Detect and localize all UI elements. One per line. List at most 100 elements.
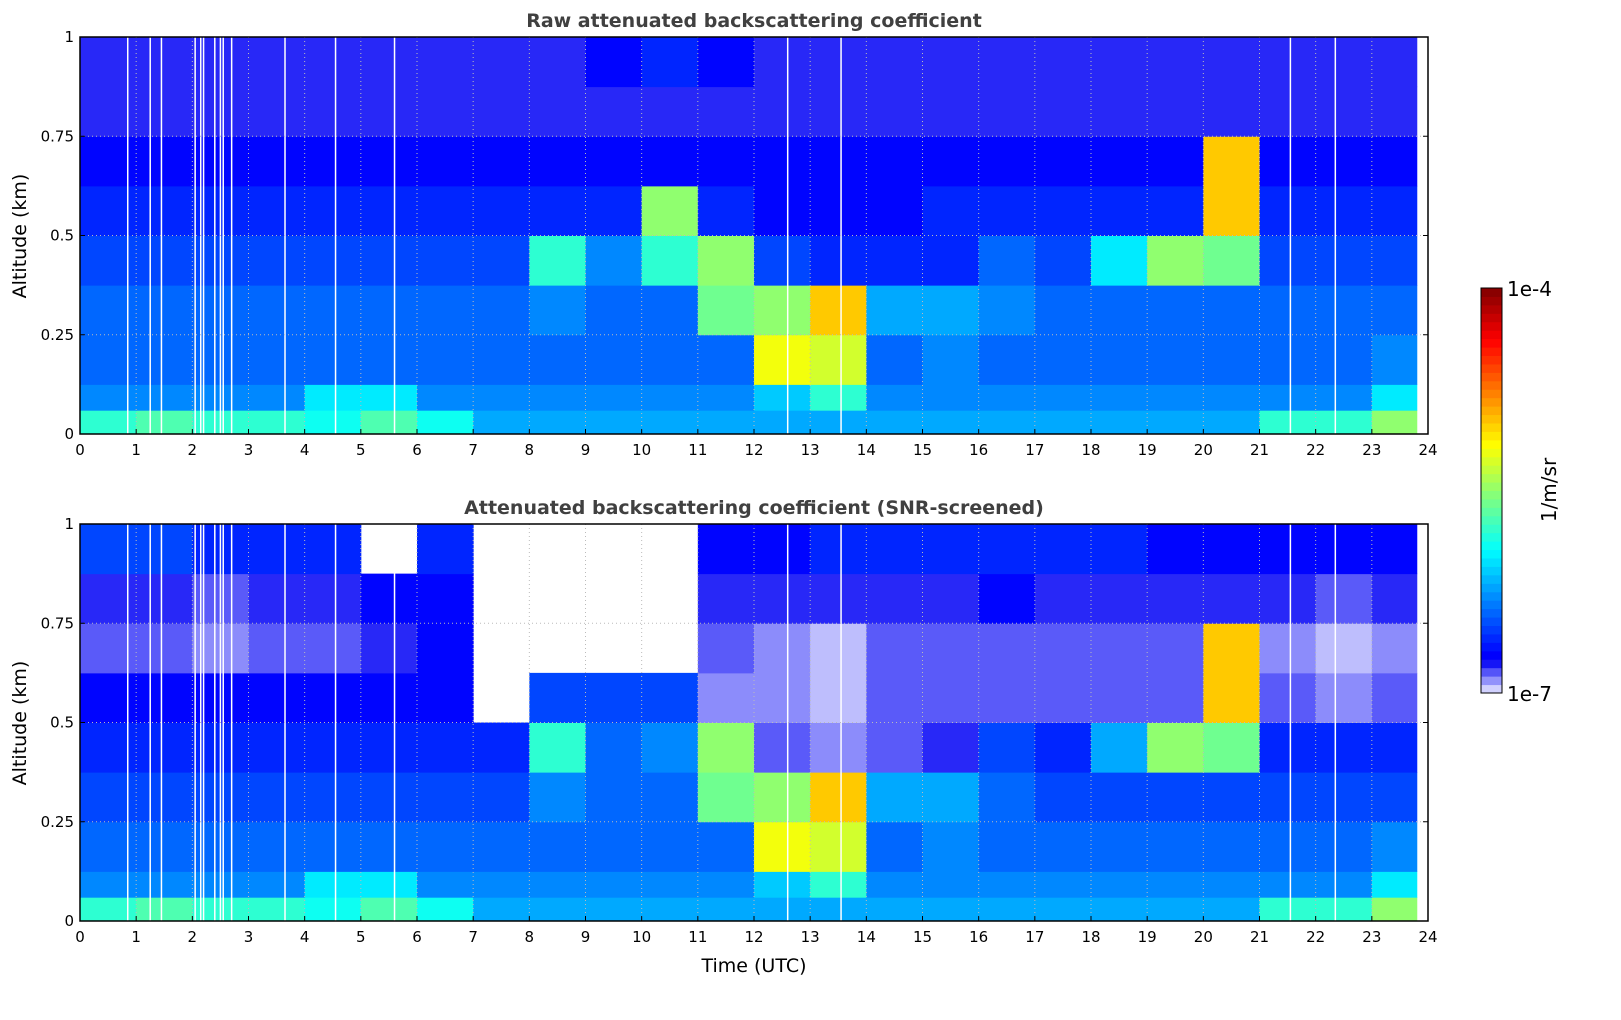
heatmap-cell bbox=[978, 37, 1036, 88]
heatmap-cell bbox=[136, 623, 193, 674]
heatmap-cell bbox=[529, 185, 586, 236]
x-tick-label: 0 bbox=[75, 441, 85, 459]
heatmap-cell bbox=[1091, 185, 1148, 236]
heatmap-cell bbox=[1259, 384, 1317, 411]
heatmap-cell bbox=[1147, 235, 1204, 286]
heatmap-cell bbox=[1315, 86, 1373, 137]
heatmap-cell bbox=[1203, 235, 1260, 286]
heatmap-cell bbox=[136, 384, 193, 411]
colorbar-swatch bbox=[1481, 439, 1502, 449]
heatmap-cell bbox=[473, 37, 530, 88]
heatmap-cell bbox=[810, 573, 867, 624]
y-tick-label: 0.75 bbox=[41, 614, 74, 632]
colorbar-swatch bbox=[1481, 456, 1502, 466]
colorbar-swatch bbox=[1481, 617, 1502, 626]
heatmap-cell bbox=[866, 573, 923, 624]
heatmap-cell bbox=[1259, 410, 1317, 435]
heatmap-cell bbox=[1371, 623, 1418, 674]
heatmap-cell bbox=[1034, 235, 1092, 286]
heatmap-cell bbox=[810, 410, 867, 435]
x-tick-label: 3 bbox=[244, 441, 254, 459]
x-tick-label: 20 bbox=[1194, 441, 1213, 459]
heatmap-cell bbox=[866, 235, 923, 286]
heatmap-cell bbox=[978, 410, 1036, 435]
heatmap-cell bbox=[1034, 722, 1092, 773]
heatmap-cell bbox=[304, 772, 362, 823]
heatmap-cell bbox=[529, 86, 586, 137]
heatmap-cell bbox=[473, 410, 530, 435]
heatmap-cell bbox=[529, 821, 586, 872]
heatmap-cell bbox=[641, 772, 699, 823]
heatmap-cell bbox=[866, 524, 923, 575]
heatmap-cell bbox=[810, 672, 867, 723]
heatmap-cell bbox=[136, 86, 193, 137]
heatmap-cell bbox=[304, 86, 362, 137]
heatmap-cell bbox=[529, 897, 586, 922]
heatmap-cell bbox=[697, 672, 755, 723]
x-tick-label: 22 bbox=[1306, 441, 1325, 459]
heatmap-cell bbox=[754, 235, 811, 286]
heatmap-cell bbox=[1091, 772, 1148, 823]
y-tick-label: 0.5 bbox=[50, 227, 74, 245]
heatmap-cell bbox=[1203, 285, 1260, 336]
heatmap-cell bbox=[1371, 86, 1418, 137]
heatmap-cell bbox=[754, 136, 811, 187]
heatmap-cell bbox=[136, 524, 193, 575]
heatmap-cell bbox=[304, 185, 362, 236]
colorbar-swatch bbox=[1481, 498, 1502, 508]
heatmap-cell bbox=[866, 623, 923, 674]
x-tick-label: 11 bbox=[688, 441, 707, 459]
heatmap-cell bbox=[1371, 136, 1418, 187]
heatmap-cell bbox=[697, 524, 755, 575]
x-tick-label: 5 bbox=[356, 441, 366, 459]
heatmap-cell bbox=[304, 821, 362, 872]
heatmap-cell bbox=[1147, 384, 1204, 411]
plot-frame bbox=[79, 36, 1429, 435]
heatmap-cell bbox=[1147, 623, 1204, 674]
heatmap-cell bbox=[922, 672, 980, 723]
heatmap-cell bbox=[697, 37, 755, 88]
heatmap-cell bbox=[922, 235, 980, 286]
heatmap-cell bbox=[978, 623, 1036, 674]
heatmap-cell bbox=[248, 722, 306, 773]
y-tick-label: 1 bbox=[64, 515, 74, 533]
heatmap-cell bbox=[360, 821, 418, 872]
heatmap-cell bbox=[417, 871, 474, 898]
heatmap-cell bbox=[585, 897, 643, 922]
heatmap-cell bbox=[978, 235, 1036, 286]
heatmap-cell bbox=[1371, 410, 1418, 435]
heatmap-cell bbox=[866, 772, 923, 823]
heatmap-cell bbox=[697, 410, 755, 435]
heatmap-cell bbox=[360, 871, 418, 898]
heatmap-cell bbox=[1147, 410, 1204, 435]
heatmap-cell bbox=[978, 672, 1036, 723]
heatmap-cell bbox=[1147, 573, 1204, 624]
x-tick-label: 7 bbox=[468, 928, 478, 946]
heatmap-cells bbox=[80, 524, 1418, 922]
heatmap-cell bbox=[304, 37, 362, 88]
heatmap-cell bbox=[641, 136, 699, 187]
heatmap-cell bbox=[1091, 136, 1148, 187]
heatmap-cell bbox=[1315, 772, 1373, 823]
heatmap-cell bbox=[1203, 897, 1260, 922]
x-tick-label: 5 bbox=[356, 928, 366, 946]
heatmap-cell bbox=[529, 672, 586, 723]
x-tick-label: 3 bbox=[244, 928, 254, 946]
colorbar-swatch bbox=[1481, 642, 1502, 652]
heatmap-cell bbox=[360, 136, 418, 187]
colorbar-swatch bbox=[1481, 330, 1502, 340]
heatmap-cell bbox=[417, 334, 474, 385]
heatmap-cell bbox=[697, 334, 755, 385]
colorbar-swatch bbox=[1481, 490, 1502, 500]
heatmap-cell bbox=[754, 410, 811, 435]
heatmap-cell bbox=[1203, 672, 1260, 723]
colorbar-swatch bbox=[1481, 515, 1502, 525]
heatmap-cell bbox=[1371, 334, 1418, 385]
heatmap-cell bbox=[360, 410, 418, 435]
heatmap-cell bbox=[248, 285, 306, 336]
heatmap-cell bbox=[585, 722, 643, 773]
heatmap-cell bbox=[1091, 285, 1148, 336]
heatmap-cell bbox=[1315, 722, 1373, 773]
colorbar-swatch bbox=[1481, 600, 1502, 610]
colorbar-swatch bbox=[1481, 524, 1502, 534]
